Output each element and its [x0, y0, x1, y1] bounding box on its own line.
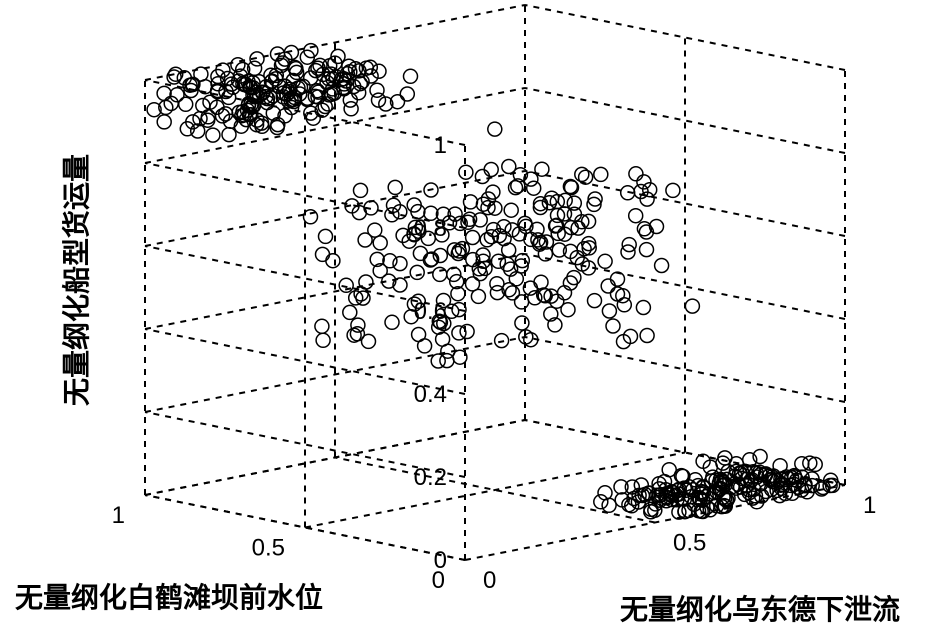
data-point: [500, 257, 514, 271]
svg-text:0: 0: [483, 567, 496, 594]
svg-text:0.5: 0.5: [252, 535, 285, 562]
data-point: [316, 333, 330, 347]
data-point: [567, 196, 581, 210]
data-point: [579, 170, 593, 184]
data-point: [502, 160, 516, 174]
data-point: [412, 328, 426, 342]
data-point: [452, 326, 466, 340]
data-point: [306, 111, 320, 125]
data-point: [385, 315, 399, 329]
data-point: [655, 259, 669, 273]
data-point: [535, 162, 549, 176]
data-point: [527, 181, 541, 195]
data-point: [344, 102, 358, 116]
data-point: [433, 267, 447, 281]
data-point: [271, 118, 285, 132]
data-point: [484, 163, 498, 177]
data-point: [515, 316, 529, 330]
data-point: [319, 229, 333, 243]
data-point: [413, 246, 427, 260]
data-point: [565, 181, 579, 195]
svg-text:0.5: 0.5: [673, 530, 706, 557]
data-point: [368, 223, 382, 237]
data-point: [304, 210, 318, 224]
data-point: [488, 122, 502, 136]
data-point: [636, 301, 650, 315]
x-axis-label: 无量纲化乌东德下泄流: [620, 588, 900, 628]
chart-svg: 00.20.40.60.8100.5100.51: [0, 0, 950, 631]
data-point: [383, 254, 397, 268]
y-axis-label: 无量纲化白鹤滩坝前水位: [15, 576, 323, 616]
data-point: [795, 457, 809, 471]
data-point: [206, 128, 220, 142]
data-point: [666, 183, 680, 197]
data-point: [534, 275, 548, 289]
data-point: [464, 195, 478, 209]
data-point: [505, 286, 519, 300]
svg-text:0.4: 0.4: [414, 381, 447, 408]
data-point: [611, 272, 625, 286]
data-point: [410, 265, 424, 279]
data-point: [602, 304, 616, 318]
data-point: [400, 87, 414, 101]
data-point: [373, 236, 387, 250]
data-point: [617, 298, 631, 312]
svg-text:0.2: 0.2: [414, 464, 447, 491]
data-point: [773, 459, 787, 473]
data-point: [466, 231, 480, 245]
data-point: [385, 208, 399, 222]
svg-text:1: 1: [112, 502, 125, 529]
data-point: [640, 329, 654, 343]
data-point: [326, 254, 340, 268]
data-point: [629, 167, 643, 181]
data-point: [370, 83, 384, 97]
z-axis-label: 无量纲化船型货运量: [55, 154, 95, 406]
data-point: [598, 254, 612, 268]
data-point: [515, 295, 529, 309]
data-point: [404, 69, 418, 83]
data-point: [157, 86, 171, 100]
data-point: [179, 97, 193, 111]
data-point: [480, 233, 494, 247]
data-point: [491, 254, 505, 268]
data-point: [602, 498, 616, 512]
data-point: [575, 167, 589, 181]
data-point: [315, 319, 329, 333]
data-point: [685, 299, 699, 313]
data-point: [343, 305, 357, 319]
data-point: [372, 64, 386, 78]
data-point: [157, 115, 171, 129]
data-point: [558, 193, 572, 207]
data-point: [594, 167, 608, 181]
data-point: [606, 319, 620, 333]
svg-text:1: 1: [434, 132, 447, 159]
svg-text:0: 0: [432, 567, 445, 594]
data-point: [359, 275, 373, 289]
data-point: [471, 289, 485, 303]
data-point: [611, 287, 625, 301]
data-point: [594, 495, 608, 509]
scatter-points: [147, 44, 840, 519]
data-point: [453, 350, 467, 364]
data-point: [588, 294, 602, 308]
data-point: [388, 180, 402, 194]
data-point: [475, 170, 489, 184]
data-point: [640, 243, 654, 257]
data-point: [222, 128, 236, 142]
data-point: [629, 209, 643, 223]
data-point: [502, 243, 516, 257]
data-point: [316, 247, 330, 261]
data-point: [504, 203, 518, 217]
data-point: [354, 183, 368, 197]
data-point: [393, 257, 407, 271]
data-point: [436, 332, 450, 346]
data-point: [601, 279, 615, 293]
svg-text:1: 1: [863, 492, 876, 519]
data-point: [362, 334, 376, 348]
scatter3d-chart: 00.20.40.60.8100.5100.51 无量纲化船型货运量 无量纲化白…: [0, 0, 950, 631]
